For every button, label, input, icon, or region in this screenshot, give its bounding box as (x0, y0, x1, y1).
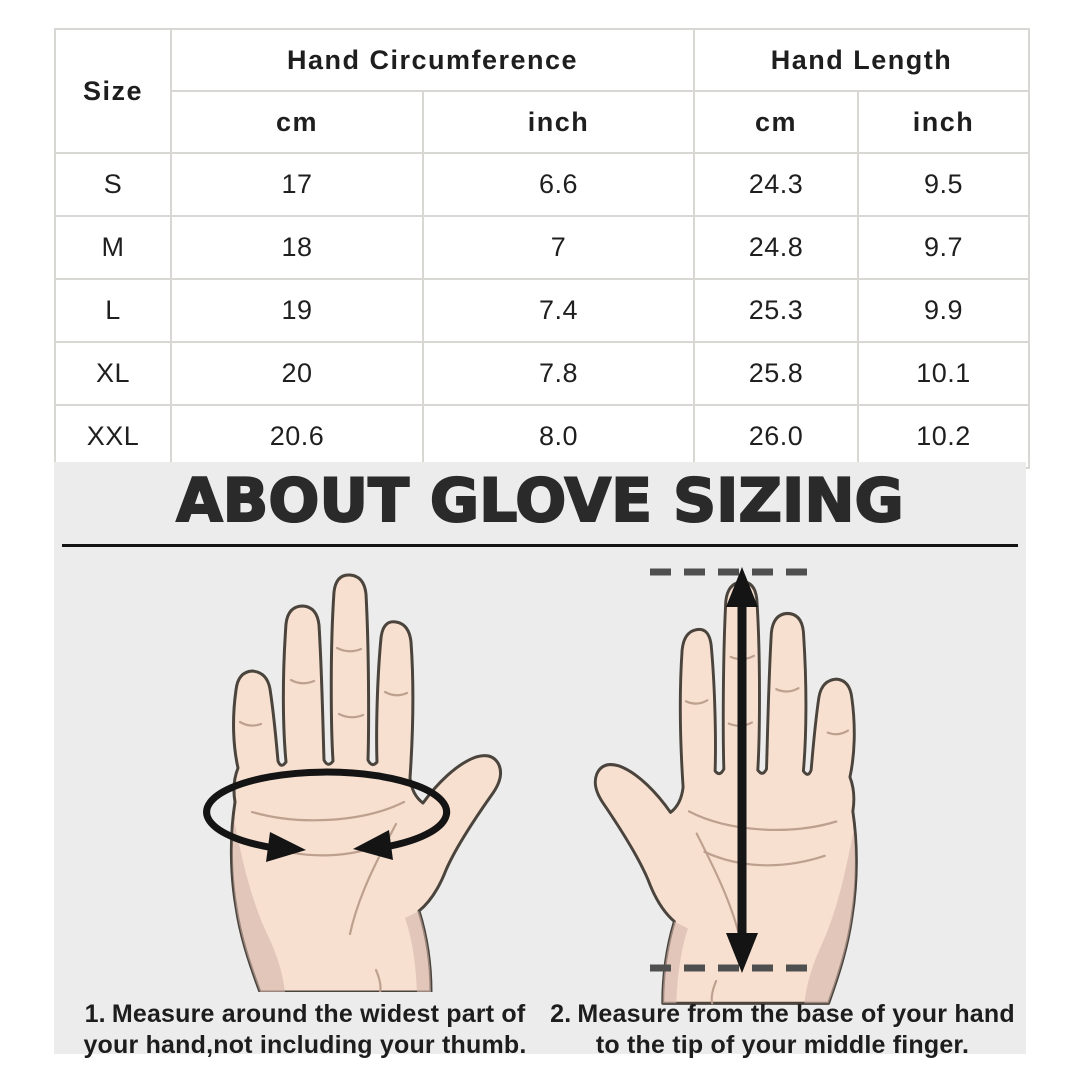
table-row-xl: XL 20 7.8 25.8 10.1 (54, 341, 1031, 406)
table-row-s: S 17 6.6 24.3 9.5 (54, 152, 1031, 217)
table-group-header-row: Size Hand Circumference Hand Length (54, 28, 1031, 154)
hc-inch-header: inch (422, 90, 695, 154)
size-label: S (54, 152, 172, 217)
table-row-l: L 19 7.4 25.3 9.9 (54, 278, 1031, 343)
circumference-loop-arrow-icon (203, 768, 451, 862)
about-glove-sizing-panel: ABOUT GLOVE SIZING (54, 462, 1026, 1059)
step-2-caption: 2. Measure from the base of your hand to … (545, 999, 1020, 1061)
size-label: M (54, 215, 172, 280)
step-1-caption: 1. Measure around the widest part of your… (60, 999, 550, 1061)
table-cell: 26.0 (693, 404, 859, 469)
table-cell: 20.6 (170, 404, 424, 469)
length-measure-guides (650, 568, 817, 972)
table-row-xxl: XXL 20.6 8.0 26.0 10.2 (54, 404, 1031, 469)
table-unit-header-row: cm inch cm inch (55, 90, 1031, 154)
table-row-m: M 18 7 24.8 9.7 (54, 215, 1031, 280)
table-cell: 9.9 (856, 278, 1031, 343)
vertical-measure-arrow-icon (726, 567, 758, 973)
size-table: Size Hand Circumference Hand Length cm i… (54, 28, 1031, 469)
table-cell: 7 (422, 215, 695, 280)
size-label: XXL (54, 404, 172, 469)
table-cell: 25.3 (693, 278, 859, 343)
table-cell: 25.8 (693, 341, 859, 406)
table-cell: 24.8 (693, 215, 859, 280)
table-cell: 9.7 (856, 215, 1031, 280)
step-1-line1: Measure around the widest part of (111, 1000, 526, 1028)
hc-cm-header: cm (170, 90, 424, 154)
hand-length-illustration (593, 567, 858, 1005)
hl-inch-header: inch (856, 90, 1031, 154)
table-cell: 18 (170, 215, 424, 280)
table-cell: 10.1 (856, 341, 1031, 406)
hl-cm-header: cm (693, 90, 859, 154)
step-2-line1: Measure from the base of your hand (577, 1000, 1015, 1028)
table-cell: 6.6 (422, 152, 695, 217)
table-cell: 20 (170, 341, 424, 406)
size-label: XL (54, 341, 172, 406)
table-cell: 9.5 (856, 152, 1031, 217)
table-cell: 17 (170, 152, 424, 217)
table-cell: 10.2 (856, 404, 1031, 469)
hand-palm-thumb-right (229, 573, 502, 992)
step-2-number: 2. (550, 1000, 572, 1028)
step-1-line2: your hand,not including your thumb. (83, 1031, 527, 1059)
step-2-line2: to the tip of your middle finger. (595, 1031, 970, 1059)
size-column-header: Size (54, 28, 172, 154)
table-cell: 19 (170, 278, 424, 343)
table-cell: 7.4 (422, 278, 695, 343)
table-cell: 8.0 (422, 404, 695, 469)
title-divider (62, 544, 1018, 547)
hand-palm-thumb-left (593, 580, 858, 1005)
size-label: L (54, 278, 172, 343)
hand-circumference-illustration (203, 573, 502, 992)
section-title: ABOUT GLOVE SIZING (175, 465, 905, 537)
step-1-number: 1. (84, 1000, 106, 1028)
table-cell: 7.8 (422, 341, 695, 406)
hand-length-header: Hand Length (692, 28, 1031, 92)
hand-circumference-header: Hand Circumference (170, 28, 695, 92)
table-cell: 24.3 (693, 152, 859, 217)
